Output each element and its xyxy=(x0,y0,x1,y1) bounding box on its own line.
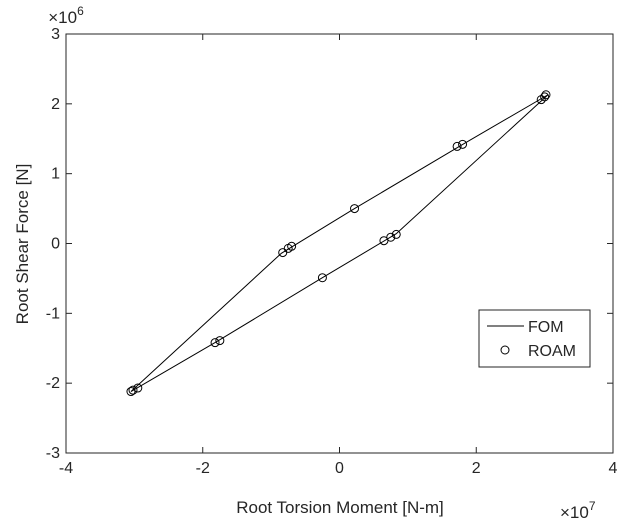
roam-data-point xyxy=(215,336,225,346)
x-tick-label: 4 xyxy=(609,460,618,477)
legend-circle-swatch xyxy=(500,345,510,355)
legend-label-fom: FOM xyxy=(528,319,564,336)
y-axis-label: Root Shear Force [N] xyxy=(13,164,32,325)
y-tick-label: 0 xyxy=(51,236,60,253)
roam-data-point xyxy=(133,383,143,393)
roam-data-point xyxy=(452,141,462,151)
plot-area xyxy=(65,33,614,454)
series-layer xyxy=(126,90,551,397)
roam-data-point xyxy=(317,273,327,283)
y-tick-label: -2 xyxy=(46,375,60,392)
roam-data-point xyxy=(128,385,138,395)
roam-data-point xyxy=(350,204,360,214)
roam-data-point xyxy=(458,139,468,149)
y-tick-label: 1 xyxy=(51,166,60,183)
x-tick-label: -4 xyxy=(59,460,73,477)
roam-data-point xyxy=(386,232,396,242)
y-tick-label: -3 xyxy=(46,445,60,462)
y-tick-label: 2 xyxy=(51,96,60,113)
x-tick-label: 0 xyxy=(335,460,344,477)
legend-box xyxy=(478,309,591,368)
x-axis-multiplier: ×107 xyxy=(560,499,596,522)
x-tick-label: 2 xyxy=(472,460,481,477)
ticks xyxy=(65,33,614,454)
fom-series-line xyxy=(130,94,549,392)
roam-data-point xyxy=(210,338,220,348)
roam-data-point xyxy=(536,95,546,105)
x-axis-label: Root Torsion Moment [N-m] xyxy=(236,498,444,517)
x-tick-label: -2 xyxy=(196,460,210,477)
y-tick-label: -1 xyxy=(46,305,60,322)
roam-data-point xyxy=(541,90,551,100)
y-tick-label: 3 xyxy=(51,26,60,43)
roam-data-point xyxy=(391,229,401,239)
y-axis-multiplier: ×106 xyxy=(48,4,84,27)
legend: FOM ROAM xyxy=(478,309,591,368)
legend-label-roam: ROAM xyxy=(528,343,576,360)
tick-labels: -4 -2 0 2 4 -3 -2 -1 0 1 2 3 xyxy=(46,26,618,477)
roam-data-point xyxy=(278,248,288,258)
